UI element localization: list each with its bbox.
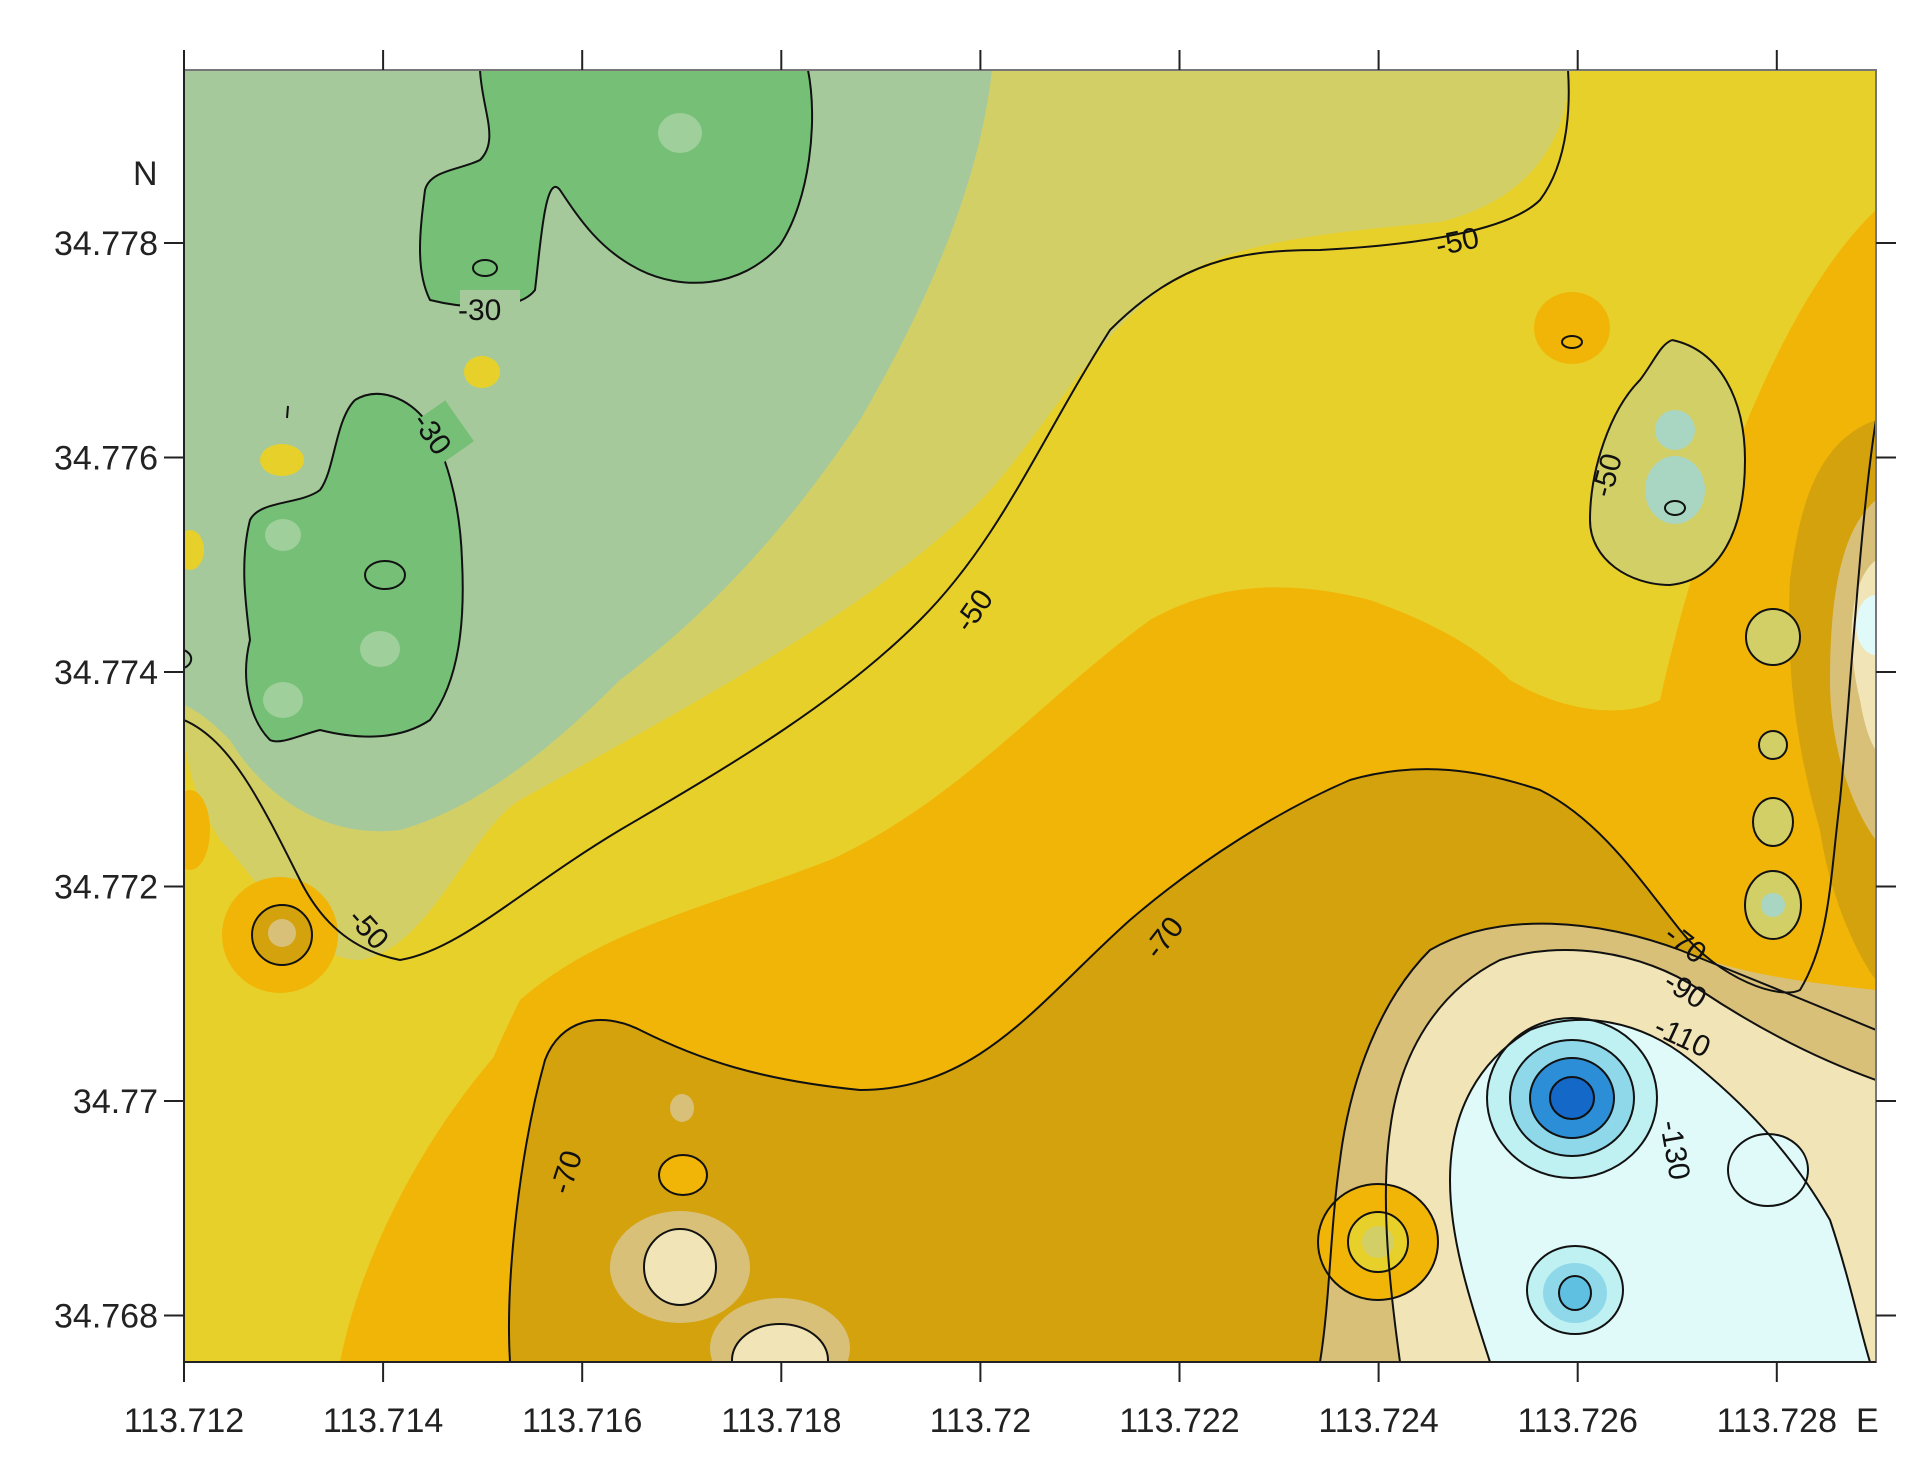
- zone-yellow-spot-1: [464, 356, 500, 388]
- contour-lines: [184, 70, 1876, 1362]
- contour-line-70-main: [508, 419, 1876, 1362]
- x-axis-unit-label: E: [1856, 1402, 1879, 1440]
- contour-line-green-spot-2: [472, 259, 498, 277]
- y-axis-ticks: 34.778 34.776 34.774 34.772 34.77 34.768: [54, 225, 1896, 1336]
- x-tick-label: 113.72: [930, 1402, 1031, 1440]
- zone-yellow-spot-3: [184, 530, 204, 570]
- contour-line-90: [1319, 922, 1876, 1362]
- contour-line-south-spot-1: [658, 1154, 708, 1196]
- zone-green-spot-4: [265, 519, 301, 551]
- contour-label: -30: [458, 294, 501, 327]
- zone-tan-spot-south-1: [670, 1094, 694, 1122]
- y-tick-label: 34.774: [54, 654, 158, 692]
- x-axis-ticks: 113.712 113.714 113.716 113.718 113.72 113.72…: [124, 50, 1837, 1440]
- contour-line-50-east-lobe: [1588, 339, 1747, 587]
- x-tick-label: 113.714: [323, 1402, 443, 1440]
- contour-line-east-blob-2: [1758, 730, 1788, 760]
- contour-line-ring-3: [1529, 1057, 1615, 1139]
- x-tick-label: 113.722: [1119, 1402, 1239, 1440]
- contour-line-east-blob-4: [1744, 870, 1802, 940]
- contour-line-50-main: [184, 70, 1570, 962]
- contour-line-south-spot-4: [1317, 1183, 1439, 1301]
- contour-line-west-spot: [251, 904, 313, 966]
- zone-green-west: [244, 393, 463, 742]
- contour-line-ring-south-2: [1558, 1275, 1592, 1311]
- contour-line-110: [1384, 949, 1876, 1362]
- y-tick-label: 34.776: [54, 440, 158, 478]
- contour-line-south-spot-3: [731, 1323, 829, 1362]
- y-tick-label: 34.772: [54, 869, 158, 907]
- zone-cyan-south-core: [1559, 1276, 1591, 1310]
- contour-line-ring-1: [1486, 1017, 1658, 1179]
- zone-cyan-east-lobe: [1645, 456, 1705, 524]
- x-tick-label: 113.724: [1318, 1402, 1438, 1440]
- contour-line-130: [1448, 1019, 1871, 1362]
- zone-green-spot-1: [658, 113, 702, 153]
- contour-fill: [184, 70, 1876, 1362]
- y-tick-label: 34.768: [54, 1298, 158, 1336]
- contour-line-30-west: [243, 392, 464, 743]
- contour-line-ring-4: [1549, 1076, 1595, 1120]
- contour-line-south-spot-2: [643, 1228, 717, 1306]
- zone-cyan-east-lobe-top: [1655, 410, 1695, 450]
- plot-frame: [183, 69, 1877, 1363]
- contour-line-west-edge: [184, 649, 193, 669]
- zone-green-spot-3: [263, 682, 303, 718]
- zone-olive-east-blob-3: [1753, 798, 1793, 846]
- zone-yellow-spot-2: [260, 444, 304, 476]
- contour-line-east-blob-1: [1745, 608, 1801, 666]
- y-tick-label: 34.77: [73, 1083, 158, 1121]
- x-tick-label: 113.726: [1518, 1402, 1638, 1440]
- x-tick-label: 113.728: [1717, 1402, 1837, 1440]
- zone-tan-spot-west: [268, 919, 296, 947]
- x-tick-label: 113.716: [522, 1402, 642, 1440]
- x-tick-label: 113.712: [124, 1402, 244, 1440]
- contour-line-30-north: [419, 70, 814, 308]
- y-axis-unit-label: N: [133, 155, 158, 193]
- zone-light-cyan-east-blob: [1728, 1134, 1808, 1206]
- zone-olive-spot-south-2: [1362, 1226, 1394, 1258]
- x-tick-label: 113.718: [721, 1402, 841, 1440]
- contour-line-ring-2: [1509, 1039, 1635, 1157]
- contour-line-ne-spot: [1561, 335, 1583, 349]
- contour-line-green-spot: [364, 560, 406, 590]
- zone-cream-blob-south: [644, 1229, 716, 1305]
- zone-orange-spot-ne: [1534, 292, 1610, 364]
- zone-deep-blue-core: [1550, 1077, 1594, 1119]
- y-tick-label: 34.778: [54, 225, 158, 263]
- zone-green-spot-2: [360, 631, 400, 667]
- contour-line-east-blob: [1727, 1133, 1809, 1207]
- zone-cream-blob-south-2: [732, 1324, 828, 1362]
- contour-line-ring-south-1: [1526, 1245, 1624, 1335]
- contour-line-small-dash: [286, 405, 289, 419]
- zone-green-north: [420, 70, 813, 307]
- zone-olive-east-blob-1: [1746, 609, 1800, 665]
- zone-olive-east-blob-2: [1759, 731, 1787, 759]
- zone-orange-spot-south-1: [659, 1155, 707, 1195]
- contour-line-east-lobe-inner: [1664, 500, 1686, 516]
- contour-line-east-blob-3: [1752, 797, 1794, 847]
- zone-olive-east-blob-4-core: [1761, 893, 1785, 917]
- zone-orange-spot-west-edge: [184, 790, 210, 870]
- zone-light-cyan-edge-blob: [1856, 595, 1876, 655]
- contour-line-south-spot-5: [1347, 1211, 1409, 1273]
